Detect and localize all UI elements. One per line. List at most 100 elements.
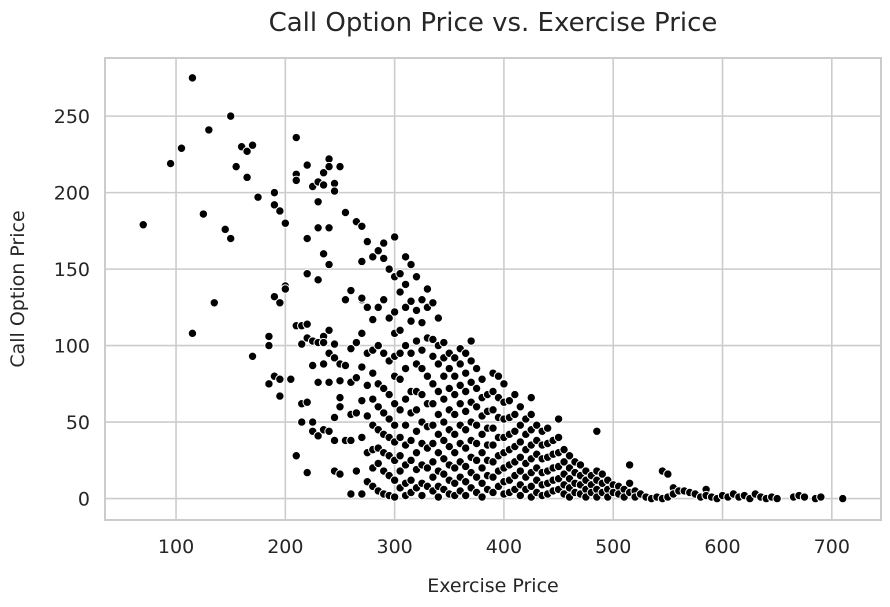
data-point [460,425,471,435]
data-point [340,295,351,305]
data-point [488,472,498,482]
data-point [400,279,411,290]
data-point [335,392,345,403]
data-point [291,175,301,186]
data-point [351,337,362,348]
data-point [187,73,198,83]
data-point [455,359,465,369]
plot-area [104,57,882,521]
data-point [324,426,334,436]
data-point [428,472,438,482]
data-point [329,435,340,446]
data-point [406,348,416,358]
data-point [247,140,258,150]
data-point [450,447,460,458]
data-point [329,353,340,363]
data-point [564,451,575,461]
data-point [395,466,405,476]
data-point [395,405,405,415]
data-point [373,402,383,412]
data-point [138,220,148,230]
data-point [471,363,482,374]
data-point [439,394,449,404]
data-point [384,389,394,400]
data-point [313,275,323,285]
data-point [264,379,274,389]
data-point [379,383,389,394]
data-point [324,161,334,172]
data-point [362,302,373,313]
data-point [335,402,345,412]
data-point [318,168,329,178]
data-point [510,389,520,400]
data-point [504,395,515,406]
data-point [302,269,312,279]
data-point [357,256,367,267]
data-point [362,380,373,391]
data-point [335,469,345,479]
data-point [297,339,307,349]
x-tick-label: 200 [267,536,303,558]
data-point [460,348,471,358]
data-point [417,345,427,355]
data-point [291,132,301,143]
data-point [231,161,241,172]
data-point [357,489,367,499]
data-point [460,368,471,378]
data-point [335,376,345,386]
data-point [318,359,329,369]
data-point [444,383,454,394]
data-point [269,291,280,302]
data-point [406,455,416,466]
data-point [433,447,444,458]
data-point [460,490,471,501]
data-point [838,493,848,504]
data-point [460,386,471,397]
data-point [329,412,340,423]
data-point [264,340,274,351]
data-point [499,379,509,389]
data-point [340,360,351,371]
data-point [450,353,460,363]
data-point [307,360,318,371]
data-point [368,252,378,262]
data-point [471,402,482,412]
data-point [346,343,356,354]
data-point [433,386,444,397]
data-point [373,340,383,351]
data-point [395,287,405,297]
data-point [357,328,367,339]
data-point [389,232,400,242]
data-point [450,389,460,400]
data-point [400,340,411,351]
data-point [422,463,433,473]
data-point [542,423,553,433]
data-point [351,373,362,383]
data-point [488,386,498,397]
data-point [324,223,334,233]
data-point [411,405,422,415]
data-point [275,391,285,401]
data-point [488,405,498,415]
data-point [204,125,214,135]
data-point [428,457,438,467]
data-point [428,438,438,449]
data-point [351,408,362,418]
data-point [597,469,607,479]
data-point [313,377,323,388]
data-point [439,454,449,464]
data-point [280,218,291,228]
data-point [477,429,487,440]
data-point [269,200,280,210]
data-point [439,469,449,479]
data-point [269,187,280,198]
data-point [275,298,285,308]
data-point [466,356,476,366]
data-point [275,374,285,384]
data-point [428,379,438,389]
x-tick-label: 400 [486,536,522,558]
y-tick-label: 0 [78,489,90,511]
data-point [477,463,487,473]
data-point [225,111,236,121]
data-point [362,236,373,247]
